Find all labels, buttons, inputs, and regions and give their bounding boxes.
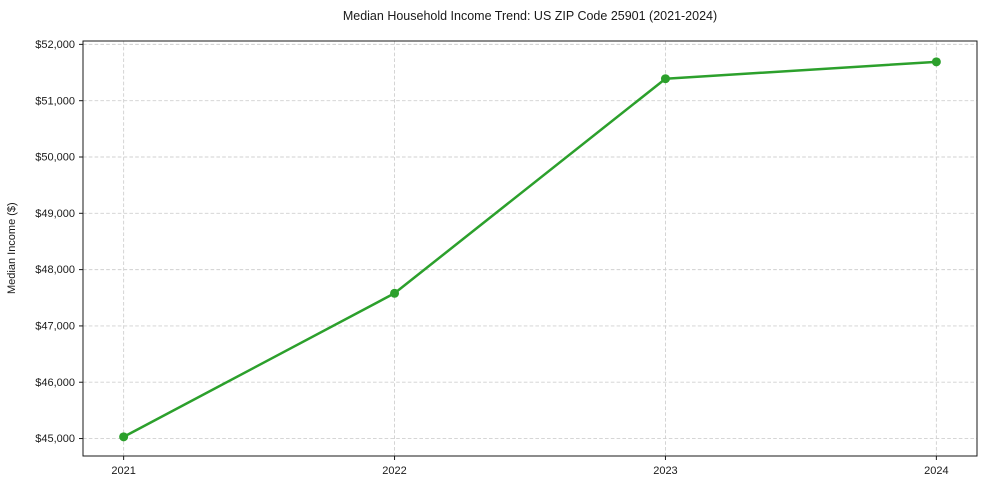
x-tick-label: 2023 [653, 465, 677, 477]
plot-border [82, 40, 978, 457]
data-point-2023 [660, 74, 670, 84]
x-tick-label: 2022 [382, 465, 406, 477]
y-tick-label: $46,000 [35, 377, 75, 389]
y-tick-label: $45,000 [35, 433, 75, 445]
trend-line [122, 60, 938, 439]
data-point-2024 [931, 57, 941, 67]
data-point-2021 [119, 432, 129, 442]
y-tick-label: $47,000 [35, 321, 75, 333]
y-tick-label: $52,000 [35, 39, 75, 51]
x-tick-label: 2021 [111, 465, 135, 477]
y-tick-label: $51,000 [35, 95, 75, 107]
chart-title: Median Household Income Trend: US ZIP Co… [342, 9, 718, 23]
y-tick-label: $49,000 [35, 208, 75, 220]
data-point-2022 [390, 288, 400, 298]
y-tick-label: $48,000 [35, 264, 75, 276]
x-tick-label: 2024 [924, 465, 948, 477]
y-tick-label: $50,000 [35, 152, 75, 164]
